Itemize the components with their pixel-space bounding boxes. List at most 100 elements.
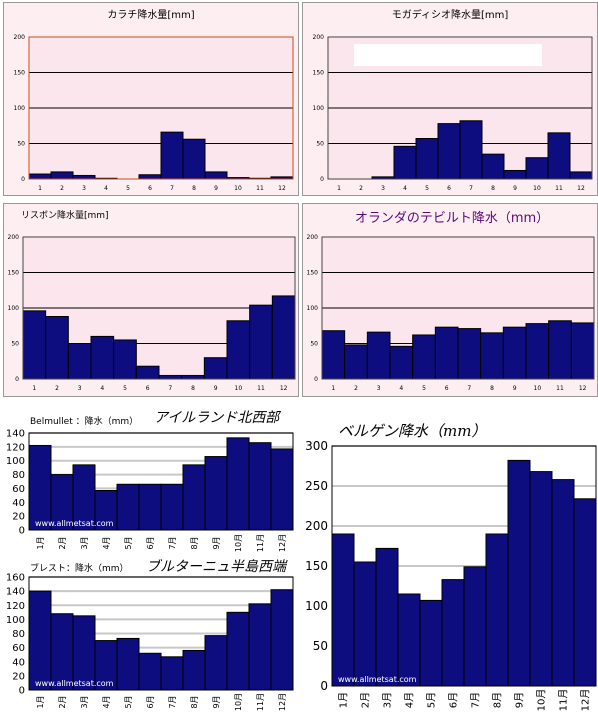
bar-3 bbox=[67, 343, 92, 380]
bar-3 bbox=[72, 174, 96, 180]
bar-7 bbox=[459, 120, 483, 180]
x-tick-label: 1 bbox=[331, 385, 335, 392]
plot-frame bbox=[321, 236, 595, 380]
bar-12 bbox=[569, 171, 593, 180]
bar-1 bbox=[28, 173, 52, 180]
x-tick-label: 6月 bbox=[448, 692, 460, 708]
bar-9 bbox=[502, 326, 527, 380]
y-tick-label: 150 bbox=[313, 70, 325, 77]
x-tick-label: 1月 bbox=[36, 695, 45, 708]
x-tick-label: 3 bbox=[78, 385, 82, 392]
y-tick-label: 0 bbox=[19, 686, 25, 697]
x-tick-label: 12 bbox=[579, 385, 587, 392]
bar-9 bbox=[204, 635, 228, 691]
x-tick-label: 8月 bbox=[190, 536, 199, 549]
bar-10 bbox=[226, 611, 250, 691]
x-tick-label: 3 bbox=[381, 185, 385, 192]
plot-frame bbox=[28, 432, 294, 531]
x-tick-label: 11月 bbox=[558, 689, 570, 712]
chart-title: リスボン降水量[mm] bbox=[21, 209, 109, 221]
bar-7 bbox=[160, 131, 184, 180]
y-tick-label: 100 bbox=[305, 599, 328, 613]
bar-8 bbox=[481, 153, 505, 180]
x-tick-label: 10 bbox=[534, 385, 542, 392]
x-tick-label: 8月 bbox=[492, 692, 504, 708]
x-tick-label: 2 bbox=[55, 385, 59, 392]
panel-de-bilt: オランダのテビルト降水（mm） 0 50 100 150 200 1 2 3 4 5 6 7 8 9 10 1… bbox=[302, 203, 598, 397]
bar-11 bbox=[547, 132, 571, 180]
plot-frame bbox=[331, 445, 597, 687]
chart-title: アイルランド北西部 bbox=[154, 410, 281, 426]
y-tick-label: 100 bbox=[6, 456, 25, 467]
bar-11 bbox=[548, 320, 572, 380]
bar-11 bbox=[248, 442, 272, 531]
x-tick-label: 11 bbox=[257, 385, 265, 392]
bar-12 bbox=[270, 448, 294, 531]
y-tick-label: 100 bbox=[313, 105, 325, 112]
y-tick-label: 50 bbox=[316, 141, 324, 148]
watermark: www.allmetsat.com bbox=[35, 519, 114, 528]
chart-brest: ブレスト：降水（mm） ブルターニュ半島西端 0 20 40 60 80 100 120 14… bbox=[6, 559, 294, 711]
x-tick-label: 9 bbox=[214, 185, 218, 192]
x-tick-label: 6月 bbox=[146, 536, 155, 549]
x-tick-label: 7 bbox=[170, 185, 174, 192]
x-tick-label: 4月 bbox=[404, 692, 416, 708]
x-tick-label: 1月 bbox=[36, 536, 45, 549]
panel-bergen: ベルゲン降水（mm） 0 50 100 150 200 250 300 1月 2月 3月 4月 5月 6… bbox=[302, 418, 598, 728]
watermark: www.allmetsat.com bbox=[35, 679, 114, 688]
bar-11 bbox=[249, 304, 273, 380]
plot-frame bbox=[22, 236, 296, 380]
bar-3 bbox=[375, 547, 399, 687]
bar-3 bbox=[366, 331, 391, 380]
y-tick-label: 140 bbox=[6, 587, 25, 598]
y-tick-label: 150 bbox=[14, 70, 26, 77]
y-tick-label: 150 bbox=[305, 559, 328, 573]
bar-6 bbox=[434, 326, 459, 380]
bar-10 bbox=[525, 157, 549, 180]
x-tick-label: 2月 bbox=[360, 692, 372, 708]
y-tick-label: 20 bbox=[12, 512, 25, 523]
bar-9 bbox=[204, 456, 228, 531]
bar-1 bbox=[28, 590, 52, 691]
bar-1 bbox=[321, 330, 346, 380]
panel-lisbon: リスボン降水量[mm] 0 50 100 150 200 1 2 3 4 5 6 7 8 9 10 11 12 bbox=[3, 203, 299, 397]
y-tick-label: 60 bbox=[12, 643, 25, 654]
y-tick-label: 80 bbox=[12, 629, 25, 640]
plot-frame bbox=[28, 36, 294, 180]
panel-belmullet: Belmullet ：降水（mm） アイルランド北西部 0 20 40 60 80 100… bbox=[0, 405, 300, 555]
bar-8 bbox=[182, 138, 206, 180]
bar-7 bbox=[158, 374, 183, 380]
y-tick-label: 50 bbox=[313, 639, 328, 653]
bar-9 bbox=[203, 357, 228, 380]
bar-7 bbox=[463, 566, 487, 687]
y-tick-label: 100 bbox=[8, 305, 20, 312]
plot-frame bbox=[327, 36, 593, 180]
x-tick-label: 9月 bbox=[514, 692, 526, 708]
x-tick-label: 3月 bbox=[80, 536, 89, 549]
x-tick-label: 3 bbox=[377, 385, 381, 392]
bar-5 bbox=[116, 637, 140, 691]
bar-10 bbox=[525, 323, 550, 380]
x-tick-label: 5月 bbox=[124, 695, 133, 708]
y-tick-label: 100 bbox=[14, 105, 26, 112]
x-tick-label: 2月 bbox=[58, 695, 67, 708]
chart-title: ベルゲン降水（mm） bbox=[338, 422, 486, 440]
chart-belmullet: Belmullet ：降水（mm） アイルランド北西部 0 20 40 60 80 100… bbox=[6, 410, 294, 552]
bar-4 bbox=[393, 145, 417, 180]
bar-7 bbox=[457, 328, 482, 380]
x-tick-label: 1 bbox=[337, 185, 341, 192]
x-tick-label: 4 bbox=[399, 385, 403, 392]
x-tick-label: 7月 bbox=[470, 692, 482, 708]
x-tick-label: 5 bbox=[422, 385, 426, 392]
chart-prefix: Belmullet ：降水（mm） bbox=[30, 415, 138, 427]
bar-6 bbox=[138, 652, 162, 691]
x-tick-label: 6 bbox=[445, 385, 449, 392]
bar-10 bbox=[226, 437, 250, 531]
x-tick-label: 7月 bbox=[168, 695, 177, 708]
x-tick-label: 10 bbox=[235, 385, 243, 392]
x-tick-label: 9月 bbox=[212, 695, 221, 708]
bar-9 bbox=[503, 169, 527, 180]
bar-1 bbox=[331, 533, 355, 687]
